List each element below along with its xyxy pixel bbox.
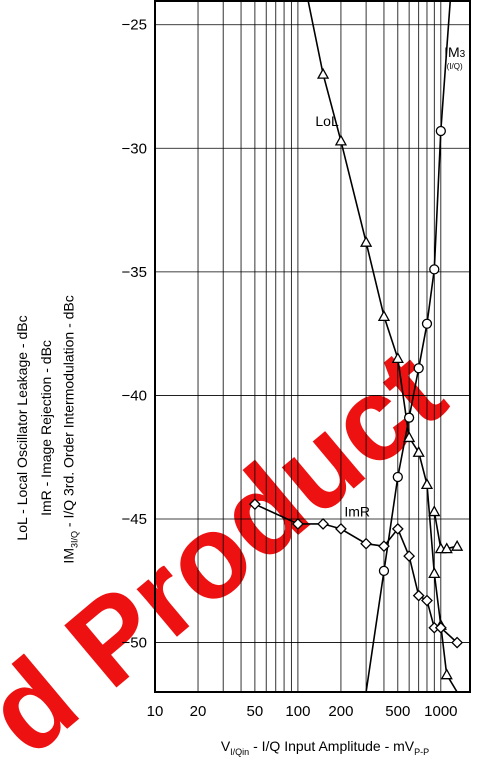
x-tick-label: 20 — [190, 703, 207, 720]
data-point — [451, 636, 464, 649]
data-point — [403, 412, 415, 423]
data-point — [403, 550, 416, 562]
annotation-label: LoL — [315, 113, 339, 129]
data-point — [412, 589, 425, 602]
y-label-sub: 3I/Q — [69, 530, 80, 549]
data-point — [359, 235, 373, 247]
annotation-label: ImR — [344, 504, 370, 520]
annotation-subscript: 3 — [460, 49, 466, 60]
y-label-text: LoL - Local Oscillator Leakage - dBc — [14, 315, 30, 541]
y-tick-label: −30 — [122, 140, 147, 157]
data-point — [440, 542, 453, 554]
y-axis-label-line: LoL - Local Oscillator Leakage - dBc — [14, 128, 30, 728]
x-axis-label-mid: - I/Q Input Amplitude - mV — [249, 738, 415, 754]
x-tick-label: 10 — [147, 703, 164, 720]
x-tick-label: 100 — [285, 703, 310, 720]
data-point — [392, 471, 403, 483]
y-tick-label: −25 — [122, 17, 147, 34]
data-point — [378, 540, 390, 553]
data-point — [391, 352, 404, 364]
data-point — [429, 264, 440, 275]
data-point — [248, 498, 261, 511]
data-point — [435, 125, 446, 137]
data-point — [440, 668, 453, 680]
grid — [155, 0, 470, 692]
y-tick-label: −40 — [122, 387, 147, 404]
plot-frame — [154, 0, 471, 693]
data-point — [421, 318, 433, 329]
y-label-prefix: IM — [60, 548, 77, 564]
annotation-subline: (I/Q) — [447, 62, 463, 71]
y-tick-label: −35 — [122, 264, 147, 281]
annotations: LoL ImR IM3 (I/Q) — [315, 44, 465, 520]
data-point — [316, 67, 330, 79]
x-axis-label-sub: I/Qin — [230, 746, 250, 757]
y-label-text: ImR - Image Rejection - dBc — [38, 340, 54, 516]
data-point — [360, 537, 373, 550]
data-point — [412, 445, 425, 457]
y-tick-label: −50 — [122, 635, 147, 652]
x-axis-label-sub2: P-P — [414, 746, 430, 757]
x-tick-label: 1000 — [424, 703, 457, 720]
data-point — [378, 565, 390, 577]
x-tick-label: 500 — [385, 703, 410, 720]
data-point — [434, 621, 447, 634]
x-tick-label: 200 — [328, 703, 353, 720]
x-axis-label-prefix: V — [220, 738, 231, 754]
series-layer — [248, 0, 464, 693]
y-axis-label-line: ImR - Image Rejection - dBc — [38, 128, 54, 728]
tick-labels: −25 −30 −35 −40 −45 −50 10 20 50 100 200 500 1000 — [122, 17, 458, 720]
data-point — [317, 518, 329, 530]
y-label-text: - I/Q 3rd. Order Intermodulation - dBc — [60, 295, 77, 531]
data-point — [291, 518, 304, 530]
data-point — [403, 431, 416, 443]
data-point — [421, 594, 433, 607]
data-point — [420, 478, 434, 490]
series-line — [433, 511, 458, 550]
data-point — [334, 134, 348, 146]
x-axis-label: VI/Qin - I/Q Input Amplitude - mVP-P — [160, 738, 490, 757]
y-tick-label: −45 — [122, 511, 147, 528]
data-point — [451, 539, 464, 551]
y-axis-label-line: IM3I/Q - I/Q 3rd. Order Intermodulation … — [61, 129, 80, 729]
data-point — [335, 522, 347, 535]
data-point — [413, 363, 424, 374]
x-tick-label: 50 — [247, 703, 264, 720]
data-point — [428, 567, 441, 579]
data-point — [391, 522, 404, 535]
data-point — [428, 505, 441, 517]
data-point — [377, 310, 391, 321]
annotation-label: IM3 — [444, 44, 466, 60]
